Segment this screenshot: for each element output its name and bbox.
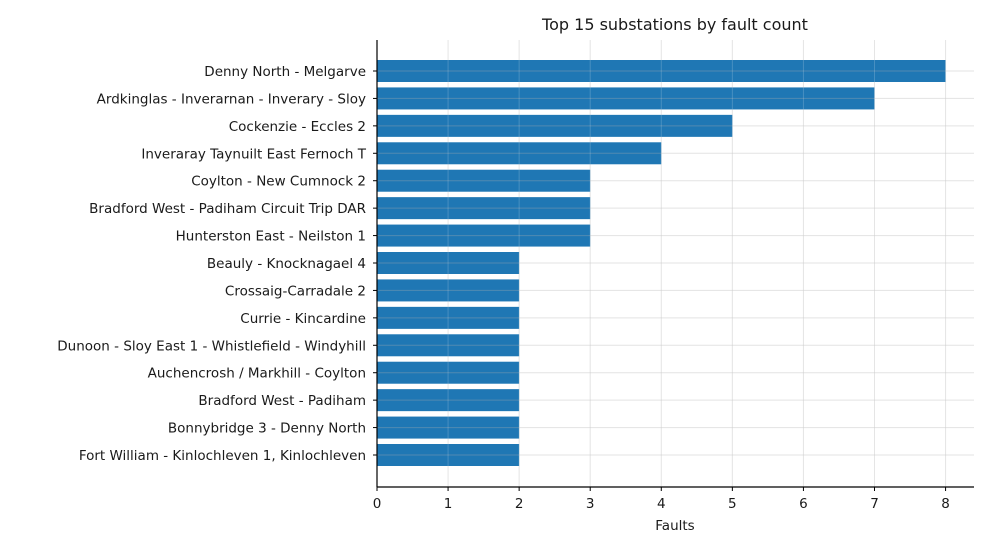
x-axis-label: Faults — [655, 518, 694, 534]
y-tick-label: Ardkinglas - Inverarnan - Inverary - Slo… — [97, 91, 366, 107]
y-tick-label: Inveraray Taynuilt East Fernoch T — [141, 146, 366, 162]
y-tick-label: Crossaig-Carradale 2 — [225, 283, 366, 299]
x-tick-label: 8 — [941, 496, 950, 512]
y-tick-label: Denny North - Melgarve — [204, 64, 366, 80]
bar — [377, 361, 520, 384]
y-tick-label: Bradford West - Padiham — [198, 393, 366, 409]
x-tick-label: 1 — [444, 496, 453, 512]
bar — [377, 389, 520, 412]
x-tick-label: 3 — [586, 496, 595, 512]
bar — [377, 306, 520, 329]
grid-lines — [376, 40, 947, 487]
y-tick-label: Bradford West - Padiham Circuit Trip DAR — [89, 201, 366, 217]
bars — [377, 60, 946, 466]
chart-title: Top 15 substations by fault count — [541, 15, 808, 34]
x-tick-label: 6 — [799, 496, 808, 512]
x-tick-label: 7 — [870, 496, 879, 512]
y-tick-label: Bonnybridge 3 - Denny North — [168, 421, 366, 437]
y-axis: Denny North - Melgarve Ardkinglas - Inver… — [57, 40, 378, 487]
bar — [377, 444, 520, 466]
y-tick-label: Cockenzie - Eccles 2 — [229, 119, 366, 135]
x-tick-label: 0 — [373, 496, 382, 512]
x-tick-label: 2 — [515, 496, 524, 512]
bar — [377, 334, 520, 357]
bar — [377, 416, 520, 439]
bar — [377, 169, 591, 192]
bar — [377, 114, 733, 137]
y-tick-label: Dunoon - Sloy East 1 - Whistlefield - Wi… — [57, 338, 366, 354]
bar — [377, 224, 591, 247]
y-tick-label: Auchencrosh / Markhill - Coylton — [148, 366, 366, 382]
bar — [377, 142, 662, 165]
x-axis: 0 1 2 3 4 5 6 7 8 — [373, 486, 974, 512]
bar — [377, 60, 946, 82]
x-tick-label: 4 — [657, 496, 666, 512]
y-tick-label: Coylton - New Cumnock 2 — [191, 174, 366, 190]
y-tick-label: Hunterston East - Neilston 1 — [176, 229, 366, 245]
x-tick-label: 5 — [728, 496, 737, 512]
bar — [377, 279, 520, 302]
y-tick-label: Beauly - Knocknagael 4 — [207, 256, 366, 272]
bar — [377, 87, 875, 110]
bar — [377, 197, 591, 220]
bar — [377, 252, 520, 274]
y-tick-label: Currie - Kincardine — [240, 311, 366, 327]
y-tick-label: Fort William - Kinlochleven 1, Kinlochle… — [79, 448, 366, 464]
